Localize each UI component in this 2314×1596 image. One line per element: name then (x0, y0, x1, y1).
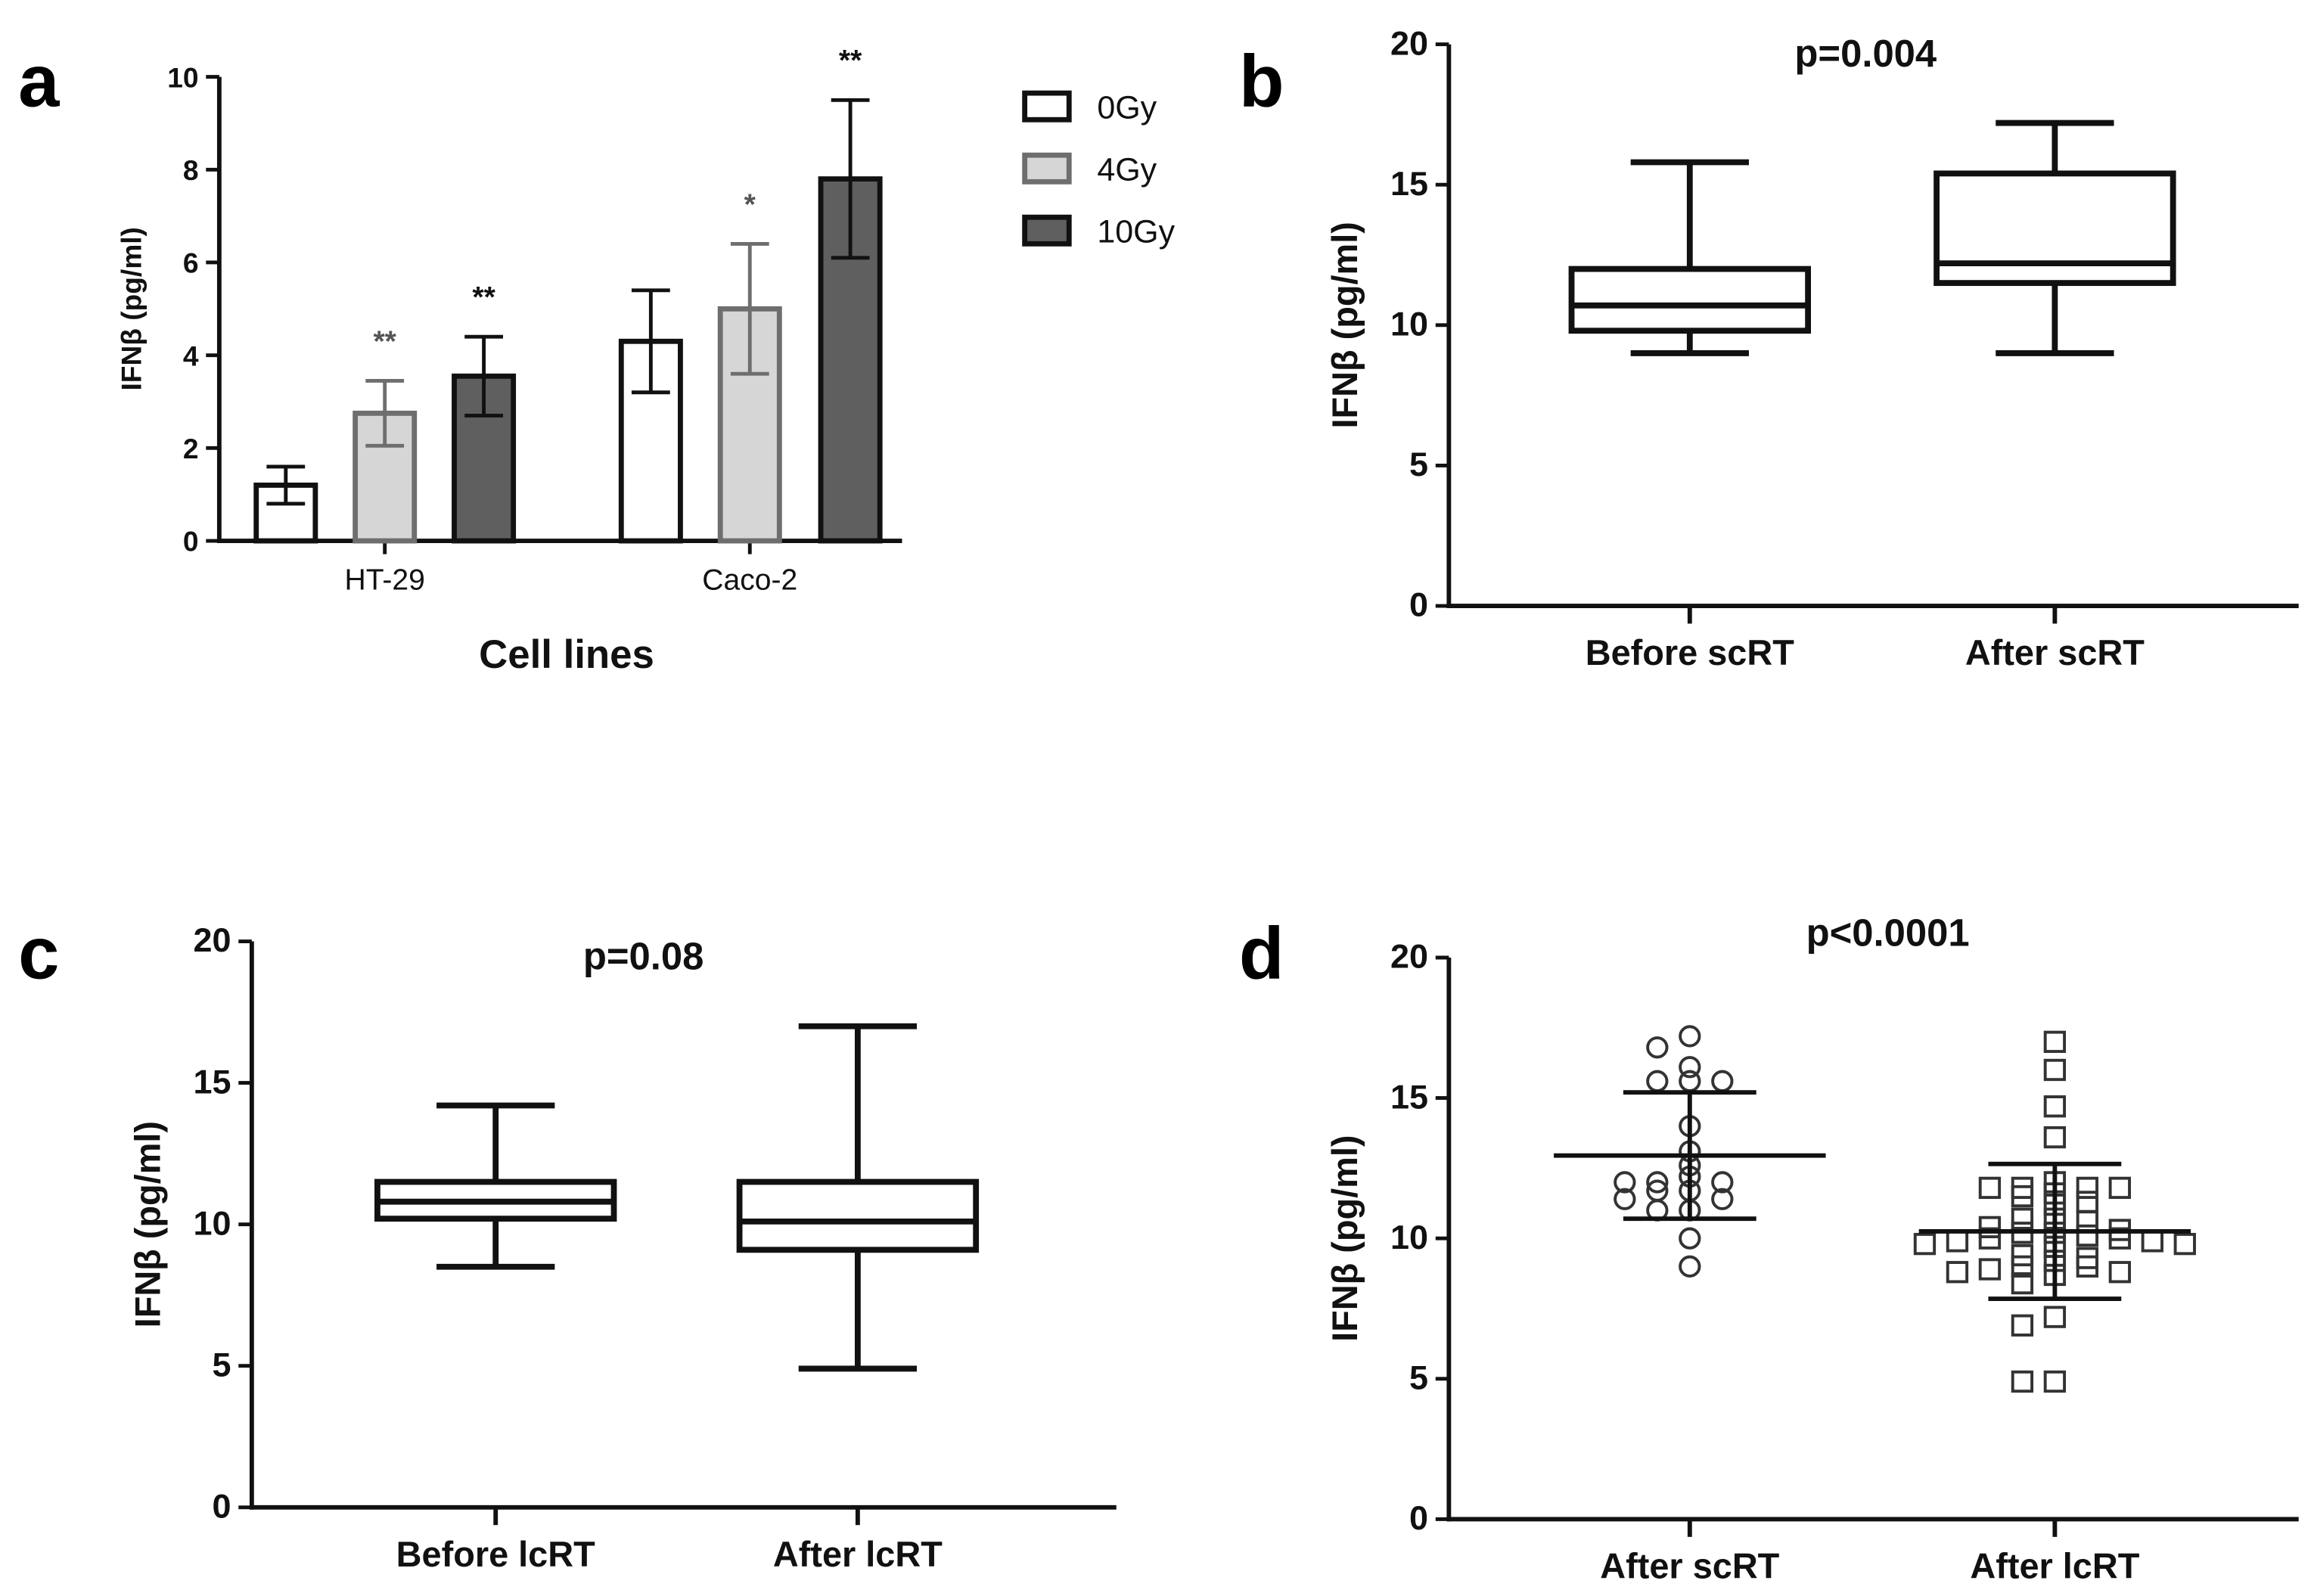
y-tick-label: 10 (1390, 304, 1428, 343)
x-tick-label: Before lcRT (396, 1535, 595, 1574)
data-point-square (2076, 1210, 2099, 1233)
data-point-circle (1711, 1171, 1734, 1194)
x-tick-label: After lcRT (773, 1535, 943, 1574)
y-tick-label: 15 (194, 1062, 231, 1101)
data-point-square (2043, 1370, 2067, 1393)
y-axis-label: IFNβ (pg/ml) (1325, 222, 1365, 428)
x-tick-label: After scRT (1600, 1547, 1779, 1586)
p-value-label: p=0.004 (1794, 32, 1937, 75)
significance-marker: ** (472, 281, 495, 314)
data-point-circle (1614, 1188, 1636, 1210)
significance-marker: * (744, 188, 756, 221)
y-axis-label: IFNβ (pg/ml) (115, 227, 147, 390)
data-point-square (2043, 1030, 2067, 1054)
legend-swatch-10Gy (1022, 214, 1072, 247)
data-point-circle (1646, 1171, 1669, 1194)
data-point-square (1978, 1227, 2002, 1250)
data-point-circle (1646, 1036, 1669, 1059)
y-tick-label: 0 (1409, 1498, 1428, 1537)
y-tick-label: 5 (213, 1345, 231, 1383)
data-point-square (2173, 1232, 2196, 1256)
y-tick-label: 15 (1390, 1077, 1428, 1116)
box-After lcRT (736, 1178, 980, 1253)
y-axis-label: IFNβ (pg/ml) (129, 1121, 168, 1327)
data-point-square (2011, 1207, 2034, 1230)
data-point-square (1978, 1216, 2002, 1239)
x-tick-label: HT-29 (345, 564, 425, 597)
data-point-square (2141, 1230, 2163, 1253)
y-tick-label: 15 (1390, 164, 1428, 203)
y-tick-label: 2 (183, 433, 199, 464)
data-point-circle (1711, 1188, 1734, 1210)
data-point-square (2076, 1191, 2099, 1213)
data-point-circle (1679, 1056, 1701, 1079)
legend-label: 10Gy (1097, 213, 1175, 250)
legend-swatch-4Gy (1022, 152, 1072, 185)
legend-label: 0Gy (1097, 89, 1157, 126)
significance-marker: ** (373, 325, 396, 358)
data-point-square (2076, 1224, 2099, 1247)
data-point-square (2011, 1314, 2034, 1337)
data-point-square (2076, 1176, 2099, 1200)
data-point-square (2043, 1306, 2067, 1328)
data-point-square (2011, 1370, 2034, 1393)
data-point-circle (1679, 1070, 1701, 1092)
panel-letter-c: c (18, 911, 59, 994)
y-tick-label: 0 (183, 526, 199, 557)
y-tick-label: 0 (1409, 585, 1428, 624)
legend-label: 4Gy (1097, 151, 1157, 188)
y-tick-label: 20 (1390, 23, 1428, 62)
y-tick-label: 10 (167, 61, 198, 93)
data-point-square (1978, 1258, 2002, 1281)
data-point-circle (1646, 1070, 1669, 1092)
box-Before scRT (1568, 265, 1812, 334)
data-point-square (2108, 1227, 2131, 1250)
p-value-label: p=0.08 (583, 935, 704, 978)
y-tick-label: 20 (1390, 937, 1428, 976)
data-point-square (1913, 1232, 1937, 1256)
y-tick-label: 6 (183, 247, 199, 279)
y-tick-label: 10 (194, 1203, 231, 1242)
data-point-square (1946, 1261, 1969, 1284)
y-tick-label: 20 (194, 921, 231, 959)
x-tick-label: Before scRT (1586, 633, 1794, 672)
x-tick-label: After lcRT (1970, 1547, 2139, 1586)
data-point-circle (1711, 1070, 1734, 1092)
data-point-square (2043, 1095, 2067, 1118)
data-point-circle (1614, 1171, 1636, 1194)
x-tick-label: Caco-2 (702, 564, 797, 597)
data-point-square (2108, 1176, 2131, 1200)
data-point-square (2011, 1255, 2034, 1278)
data-point-square (2043, 1126, 2067, 1149)
data-point-circle (1679, 1025, 1701, 1048)
data-point-square (2108, 1261, 2131, 1284)
y-tick-label: 5 (1409, 1358, 1428, 1396)
data-point-square (2076, 1255, 2099, 1278)
panel-letter-d: d (1239, 911, 1284, 994)
panel-letter-b: b (1239, 40, 1284, 123)
y-tick-label: 8 (183, 154, 199, 186)
significance-marker: ** (839, 45, 862, 77)
y-tick-label: 4 (183, 340, 199, 371)
data-point-square (2011, 1185, 2034, 1208)
panel-letter-a: a (18, 40, 60, 123)
data-point-square (2011, 1272, 2034, 1295)
data-point-square (2011, 1244, 2034, 1267)
y-tick-label: 5 (1409, 445, 1428, 483)
x-tick-label: After scRT (1965, 633, 2145, 672)
data-point-square (1978, 1176, 2002, 1200)
y-axis-label: IFNβ (pg/ml) (1325, 1135, 1365, 1342)
y-tick-label: 0 (213, 1486, 231, 1525)
x-axis-label: Cell lines (479, 632, 654, 677)
y-tick-label: 10 (1390, 1218, 1428, 1256)
data-point-circle (1679, 1227, 1701, 1250)
bar-4Gy-HT-29 (353, 410, 418, 544)
box-After scRT (1934, 170, 2176, 287)
data-point-square (2043, 1058, 2067, 1082)
data-point-square (1946, 1230, 1969, 1253)
p-value-label: p<0.0001 (1806, 911, 1970, 954)
data-point-circle (1679, 1255, 1701, 1278)
legend-swatch-0Gy (1022, 90, 1072, 123)
